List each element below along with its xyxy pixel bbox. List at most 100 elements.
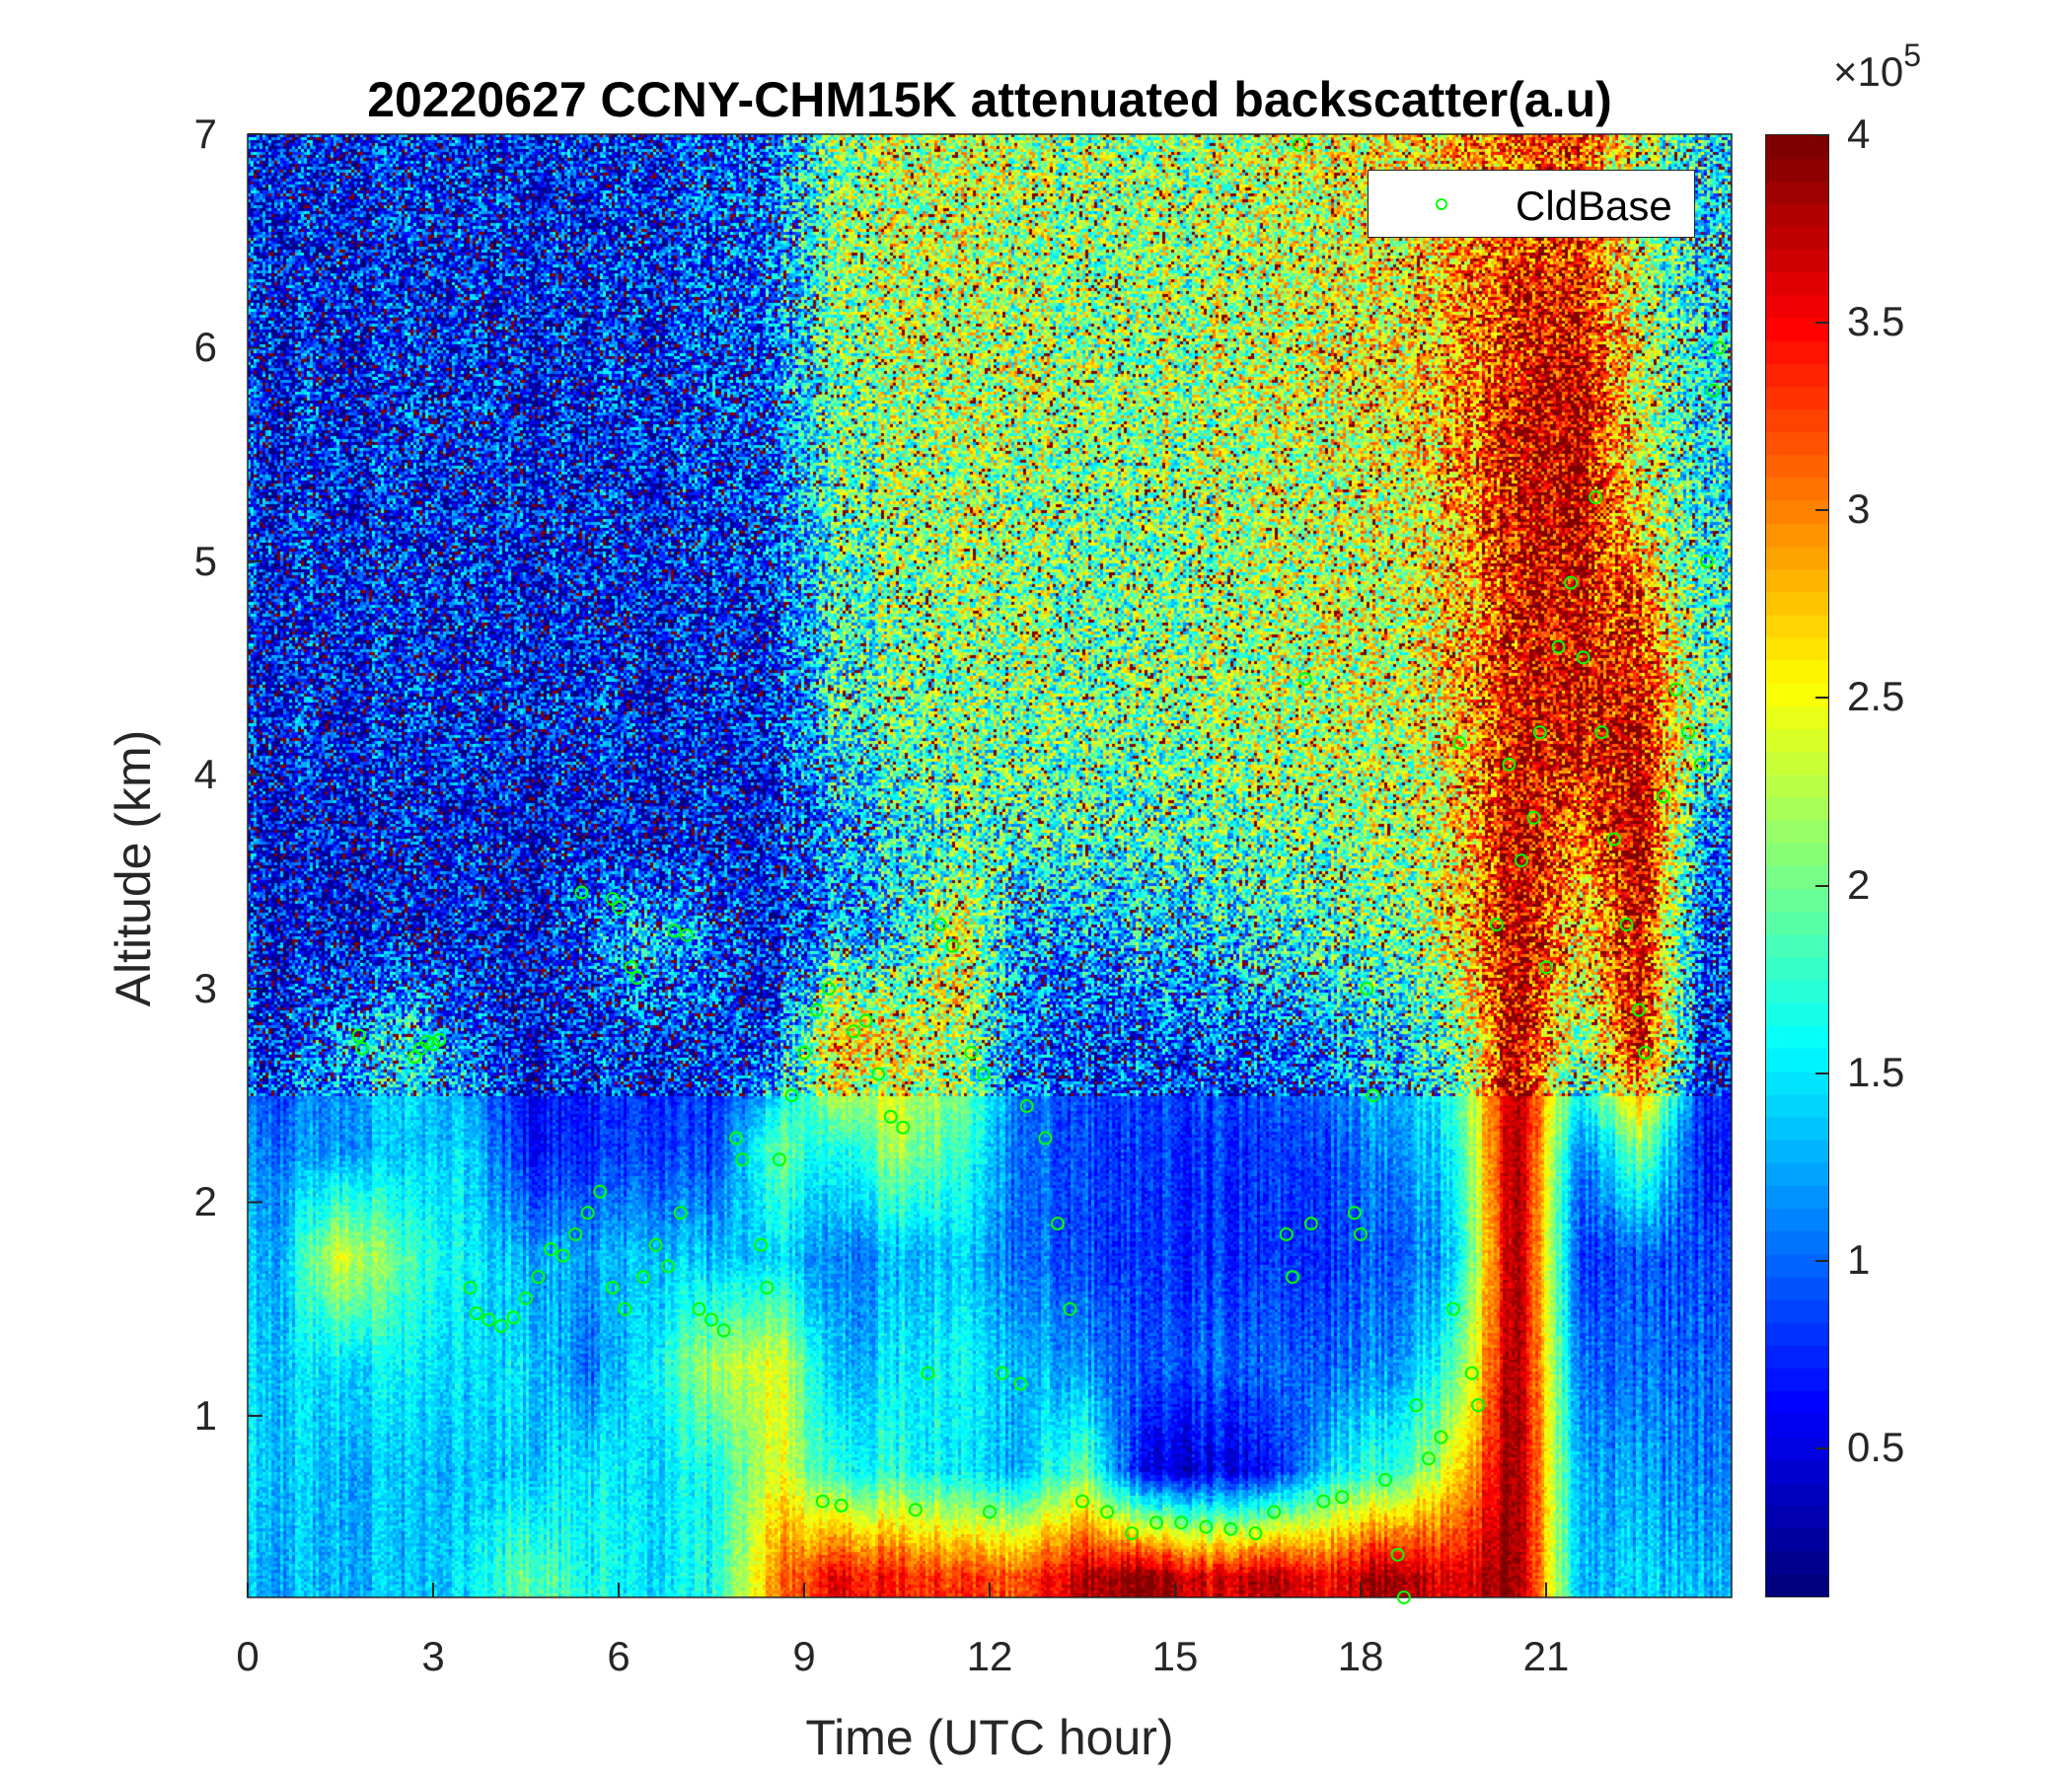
cldbase-point [1657,789,1671,804]
colorbar-tick-label: 2 [1847,860,1871,908]
cldbase-point [605,1281,620,1295]
cldbase-point [1693,757,1708,772]
legend-marker-circle-icon [1436,198,1447,210]
cldbase-point [493,1319,508,1334]
cldbase-point [1013,1376,1028,1391]
cldbase-point [555,1248,570,1263]
cldbase-point [1174,1516,1189,1530]
cldbase-point [506,1310,521,1325]
x-tick-label: 18 [1337,1633,1384,1679]
cldbase-point [995,1366,1009,1380]
cldbase-point [1681,725,1696,740]
cldbase-point [618,1301,632,1316]
cloud-base-overlay [247,133,1733,1604]
cldbase-point [760,1281,775,1295]
x-tick-label: 15 [1151,1633,1199,1679]
cldbase-point [692,1301,706,1316]
cldbase-point [531,1270,546,1285]
cldbase-point [1606,832,1621,847]
cldbase-point [932,918,947,932]
cldbase-point [772,1152,786,1167]
colorbar-tick-mark [1815,322,1829,325]
cldbase-point [1619,918,1634,932]
colorbar-exponent-power: 5 [1903,37,1922,73]
cldbase-point [354,1041,369,1056]
cldbase-point [1267,1505,1282,1519]
x-axis-label: Time (UTC hour) [805,1710,1174,1765]
cldbase-point [1712,340,1727,355]
cldbase-point [629,971,644,986]
cldbase-point [1316,1494,1331,1509]
x-tick-label: 6 [607,1633,630,1679]
cldbase-point [463,1281,478,1295]
cldbase-point [1378,1472,1393,1487]
y-tick-label: 3 [193,964,217,1011]
cldbase-point [1292,137,1306,152]
cldbase-point [784,1088,799,1103]
cldbase-point [1149,1516,1164,1530]
cldbase-point [679,927,694,942]
cldbase-point [1706,383,1721,398]
cldbase-point [612,900,626,915]
cldbase-point [1303,1217,1318,1231]
cldbase-point [976,1067,991,1081]
cldbase-point [1063,1301,1077,1316]
y-axis-label: Altitude (km) [106,729,161,1007]
x-tick-label: 21 [1522,1633,1570,1679]
cldbase-point [1297,672,1312,687]
cldbase-point [1409,1398,1424,1413]
cldbase-point [351,1028,366,1043]
cldbase-point [593,1184,608,1199]
cldbase-point [1050,1217,1065,1231]
cldbase-point [636,1270,651,1285]
colorbar-tick-mark [1815,1446,1829,1449]
cldbase-point [1489,918,1504,932]
cldbase-point [809,1002,824,1017]
cldbase-point [519,1291,533,1305]
cldbase-point [1390,1547,1405,1562]
legend-entry-cldbase: CldBase [1516,183,1672,229]
y-tick-label: 5 [193,537,217,584]
cldbase-point [822,981,837,996]
cldbase-point [983,1505,997,1519]
cldbase-point [1471,1398,1486,1413]
cldbase-point [735,1152,750,1167]
colorbar-exponent-base: ×10 [1833,48,1904,95]
legend: CldBase [1368,170,1695,238]
cldbase-point [716,1323,731,1338]
colorbar-tick-mark [1815,1259,1829,1262]
y-tick-label: 7 [193,111,217,157]
cldbase-point [568,1226,583,1241]
cldbase-point [648,1237,663,1252]
cldbase-point [1100,1505,1115,1519]
cldbase-point [1347,1206,1362,1221]
cldbase-point [1434,1430,1448,1444]
cldbase-point [432,1032,447,1047]
plot-area [247,133,1733,1604]
colorbar-tick-label: 3.5 [1847,298,1905,345]
cldbase-point [1539,960,1553,975]
cldbase-point [1638,1045,1653,1060]
cldbase-point [871,1067,886,1081]
cldbase-point [481,1312,496,1327]
colorbar-tick-mark [1815,884,1829,887]
cldbase-point [921,1366,935,1380]
cldbase-point [407,1050,422,1065]
cldbase-point [673,1206,688,1221]
cldbase-point [469,1306,483,1321]
cldbase-point [1551,639,1566,654]
colorbar-tick-label: 1.5 [1847,1048,1905,1095]
colorbar-tick-mark [1815,1072,1829,1074]
cldbase-point [1632,1002,1646,1017]
cldbase-point [1335,1490,1350,1505]
colorbar-tick-mark [1815,697,1829,700]
cldbase-point [624,960,638,975]
cldbase-point [1075,1494,1089,1509]
y-tick-label: 2 [193,1178,217,1225]
cldbase-point [1452,736,1467,751]
cldbase-point [1038,1131,1053,1146]
cldbase-point [1125,1526,1140,1541]
cldbase-point [1502,757,1517,772]
cldbase-point [1248,1526,1263,1541]
cldbase-point [1360,981,1374,996]
